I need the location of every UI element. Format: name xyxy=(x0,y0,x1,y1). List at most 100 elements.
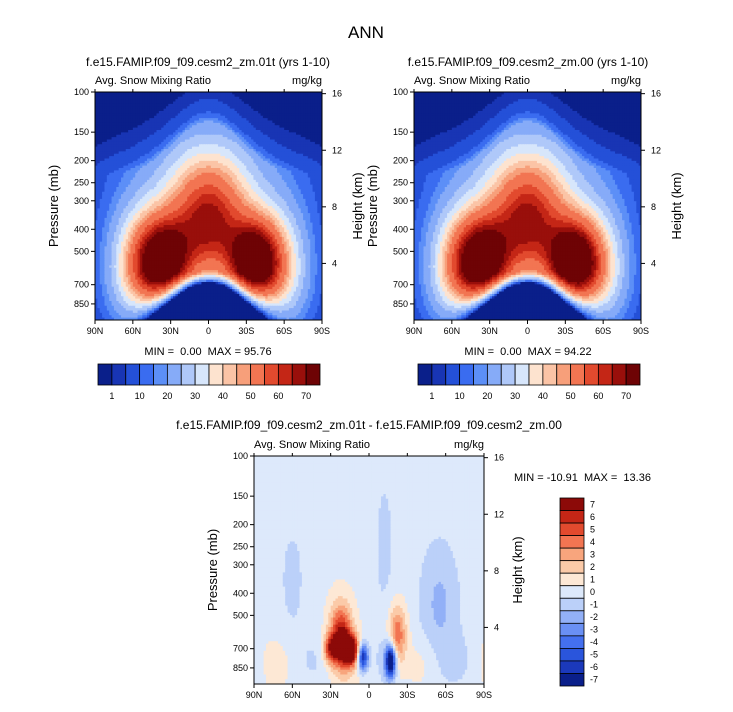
contour-cell xyxy=(180,144,184,148)
contour-cell xyxy=(151,213,155,217)
contour-cell xyxy=(222,149,226,152)
contour-cell xyxy=(248,191,252,195)
contour-cell xyxy=(118,139,122,143)
contour-cell xyxy=(291,189,295,193)
contour-cell xyxy=(222,127,226,131)
contour-cell xyxy=(295,127,299,131)
contour-cell xyxy=(303,96,307,100)
contour-cell xyxy=(156,106,160,110)
contour-cell xyxy=(215,182,219,186)
contour-cell xyxy=(161,153,165,157)
contour-cell xyxy=(295,210,299,214)
contour-cell xyxy=(201,163,205,167)
contour-cell xyxy=(142,103,146,107)
contour-cell xyxy=(291,165,295,169)
contour-cell xyxy=(130,149,134,152)
contour-cell xyxy=(225,92,229,95)
contour-cell xyxy=(168,208,172,212)
contour-cell xyxy=(305,187,309,190)
contour-cell xyxy=(206,156,210,160)
contour-cell xyxy=(234,151,238,155)
contour-cell xyxy=(116,111,120,114)
contour-cell xyxy=(215,184,219,188)
contour-cell xyxy=(199,206,202,209)
contour-cell xyxy=(307,125,311,129)
contour-cell xyxy=(203,96,207,100)
contour-cell xyxy=(102,146,106,150)
contour-cell xyxy=(156,187,160,190)
contour-cell xyxy=(199,153,202,157)
contour-cell xyxy=(234,184,238,188)
contour-cell xyxy=(130,125,134,129)
contour-cell xyxy=(137,153,141,157)
contour-cell xyxy=(151,203,155,207)
contour-cell xyxy=(262,111,266,114)
contour-cell xyxy=(213,179,217,183)
contour-cell xyxy=(206,103,210,107)
contour-cell xyxy=(151,194,155,198)
contour-cell xyxy=(293,156,297,160)
contour-cell xyxy=(293,160,297,164)
contour-cell xyxy=(279,137,283,141)
contour-cell xyxy=(305,96,309,100)
contour-cell xyxy=(293,158,297,162)
contour-cell xyxy=(300,141,304,145)
contour-cell xyxy=(113,170,117,174)
contour-cell xyxy=(286,92,290,95)
contour-cell xyxy=(173,92,176,95)
contour-cell xyxy=(151,172,155,176)
contour-cell xyxy=(109,118,113,122)
contour-cell xyxy=(291,175,295,179)
contour-cell xyxy=(106,175,110,179)
contour-cell xyxy=(300,203,304,207)
contour-cell xyxy=(274,146,278,150)
contour-cell xyxy=(217,213,221,217)
contour-cell xyxy=(239,151,243,155)
contour-cell xyxy=(269,96,273,100)
contour-cell xyxy=(303,203,307,207)
contour-cell xyxy=(232,144,236,148)
contour-cell xyxy=(274,134,278,138)
contour-cell xyxy=(279,175,283,179)
contour-cell xyxy=(203,106,207,110)
contour-cell xyxy=(194,196,198,200)
contour-cell xyxy=(281,210,285,214)
contour-cell xyxy=(319,175,322,179)
contour-cell xyxy=(251,106,255,110)
contour-cell xyxy=(137,130,141,133)
contour-cell xyxy=(95,187,98,190)
contour-cell xyxy=(121,149,124,152)
contour-cell xyxy=(201,165,205,169)
contour-cell xyxy=(215,127,219,131)
contour-cell xyxy=(310,94,314,98)
contour-cell xyxy=(206,168,210,171)
contour-cell xyxy=(217,198,221,202)
contour-cell xyxy=(265,196,269,200)
contour-cell xyxy=(215,170,219,174)
contour-cell xyxy=(298,120,302,124)
contour-cell xyxy=(288,137,292,141)
contour-cell xyxy=(225,194,229,198)
contour-cell xyxy=(279,103,283,107)
contour-cell xyxy=(243,99,247,103)
contour-cell xyxy=(163,203,167,207)
contour-cell xyxy=(139,196,143,200)
contour-cell xyxy=(139,168,143,171)
contour-cell xyxy=(175,196,179,200)
contour-cell xyxy=(319,115,322,119)
contour-cell xyxy=(232,146,236,150)
contour-cell xyxy=(144,96,148,100)
contour-cell xyxy=(281,191,285,195)
contour-cell xyxy=(274,194,278,198)
contour-cell xyxy=(300,206,304,209)
contour-cell xyxy=(206,201,210,205)
contour-cell xyxy=(229,160,233,164)
contour-cell xyxy=(217,182,221,186)
contour-cell xyxy=(125,113,129,117)
contour-cell xyxy=(300,96,304,100)
contour-cell xyxy=(156,165,160,169)
contour-cell xyxy=(220,151,224,155)
contour-cell xyxy=(293,134,297,138)
contour-cell xyxy=(173,125,176,129)
contour-cell xyxy=(199,179,202,183)
